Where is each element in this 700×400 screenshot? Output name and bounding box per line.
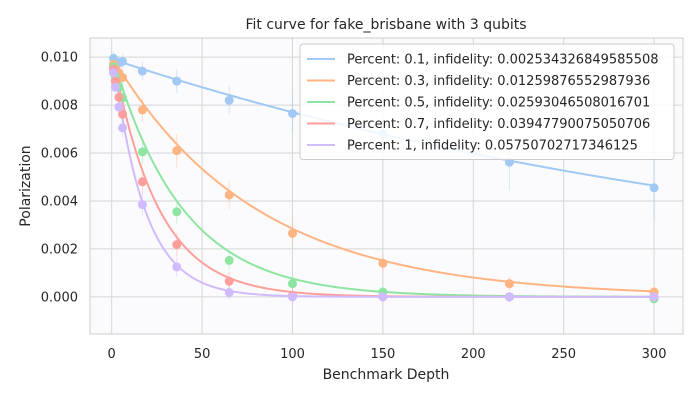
data-point [172, 207, 182, 217]
data-point [118, 56, 128, 66]
legend: Percent: 0.1, infidelity: 0.002534326849… [299, 43, 675, 160]
legend-box [299, 43, 675, 160]
data-point [172, 146, 182, 156]
y-tick-label: 0.010 [41, 51, 78, 66]
data-point [114, 102, 124, 112]
y-tick-labels: 0.000 0.002 0.004 0.006 0.008 0.010 [41, 51, 78, 306]
y-tick-label: 0.006 [41, 147, 78, 162]
data-point [137, 66, 147, 76]
data-point [224, 288, 234, 298]
x-axis-label: Benchmark Depth [323, 367, 450, 383]
data-point [137, 200, 147, 210]
data-point [378, 258, 388, 268]
data-point [224, 95, 234, 105]
y-tick-label: 0.000 [41, 290, 78, 305]
data-point [287, 292, 297, 302]
x-tick-label: 50 [194, 347, 211, 362]
y-axis-label: Polarization [18, 145, 34, 226]
data-point [649, 183, 659, 193]
data-point [224, 255, 234, 265]
legend-label: Percent: 0.3, infidelity: 0.012598765529… [347, 74, 650, 89]
data-point [137, 177, 147, 187]
legend-label: Percent: 1, infidelity: 0.05750702717346… [347, 139, 638, 154]
chart-title: Fit curve for fake_brisbane with 3 qubit… [245, 17, 526, 33]
legend-label: Percent: 0.1, infidelity: 0.002534326849… [347, 53, 659, 68]
y-tick-label: 0.004 [41, 194, 78, 209]
data-point [109, 68, 119, 78]
y-tick-label: 0.002 [41, 242, 78, 257]
data-point [287, 228, 297, 238]
data-point [114, 92, 124, 102]
x-tick-label: 200 [461, 347, 486, 362]
data-point [378, 292, 388, 302]
data-point [137, 147, 147, 157]
x-tick-labels: 0 50 100 150 200 250 300 [108, 347, 667, 362]
x-tick-label: 300 [642, 347, 667, 362]
x-tick-label: 100 [280, 347, 305, 362]
data-point [224, 276, 234, 286]
data-point [137, 105, 147, 115]
data-point [504, 279, 514, 289]
data-point [172, 240, 182, 250]
data-point [118, 123, 128, 133]
data-points [109, 53, 659, 304]
legend-label: Percent: 0.7, infidelity: 0.039477900750… [347, 117, 650, 132]
x-tick-label: 250 [551, 347, 576, 362]
data-point [110, 82, 120, 92]
x-tick-label: 150 [370, 347, 395, 362]
data-point [224, 190, 234, 200]
data-point [649, 292, 659, 302]
data-point [172, 262, 182, 272]
data-point [172, 76, 182, 86]
data-point [504, 292, 514, 302]
legend-label: Percent: 0.5, infidelity: 0.025930465080… [347, 96, 650, 111]
y-tick-label: 0.008 [41, 99, 78, 114]
data-point [287, 108, 297, 118]
plot-frame [89, 37, 684, 335]
data-point [118, 109, 128, 119]
data-point [118, 73, 128, 83]
data-point [287, 279, 297, 289]
x-tick-label: 0 [108, 347, 116, 362]
